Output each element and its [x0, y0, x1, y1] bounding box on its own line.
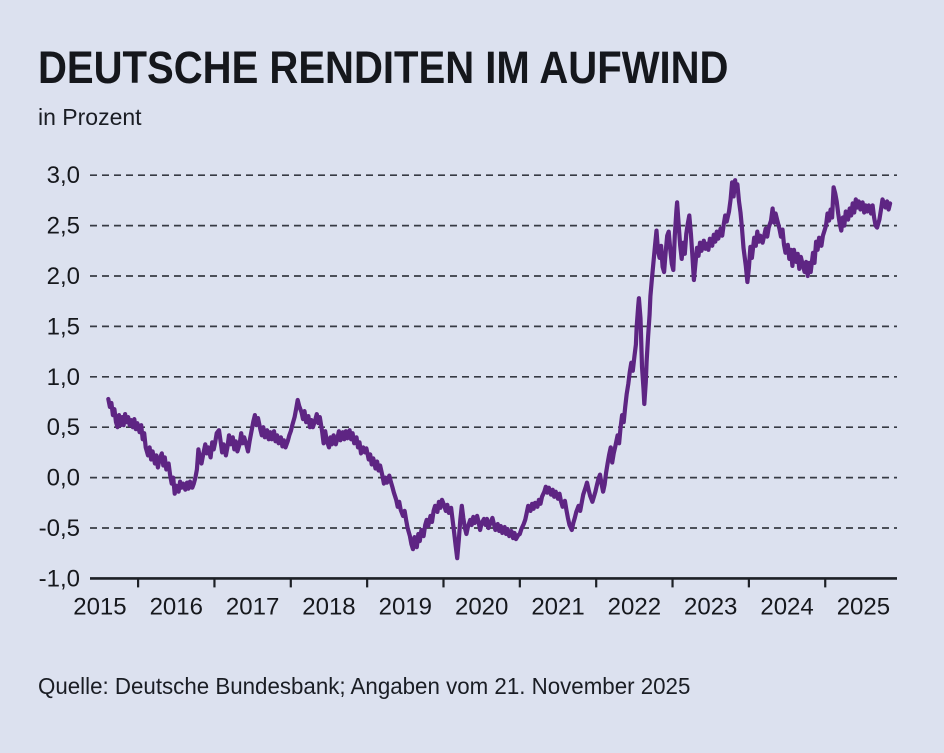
- x-tick-label: 2015: [73, 593, 126, 620]
- y-tick-label: 0,5: [47, 414, 80, 441]
- x-tick-label: 2018: [302, 593, 355, 620]
- yield-line-series: [106, 178, 893, 561]
- source-caption: Quelle: Deutsche Bundesbank; Angaben vom…: [38, 673, 691, 699]
- x-tick-label: 2020: [455, 593, 508, 620]
- x-tick-label: 2022: [608, 593, 661, 620]
- y-tick-label: 2,0: [47, 263, 80, 290]
- x-tick-label: 2023: [684, 593, 737, 620]
- y-tick-label: 1,5: [47, 313, 80, 340]
- x-tick-label: 2025: [837, 593, 890, 620]
- y-tick-label: 1,0: [47, 364, 80, 391]
- x-tick-label: 2017: [226, 593, 279, 620]
- x-tick-label: 2021: [531, 593, 584, 620]
- axis-unit-label: in Prozent: [38, 104, 142, 130]
- y-tick-label: 0,0: [47, 465, 80, 492]
- y-tick-label: 3,0: [47, 162, 80, 189]
- y-tick-label: 2,5: [47, 213, 80, 240]
- y-tick-label: -1,0: [39, 565, 80, 592]
- x-tick-label: 2019: [379, 593, 432, 620]
- page-title: DEUTSCHE RENDITEN IM AUFWIND: [38, 42, 729, 93]
- x-tick-label: 2024: [760, 593, 813, 620]
- y-tick-label: -0,5: [39, 515, 80, 542]
- x-tick-label: 2016: [150, 593, 203, 620]
